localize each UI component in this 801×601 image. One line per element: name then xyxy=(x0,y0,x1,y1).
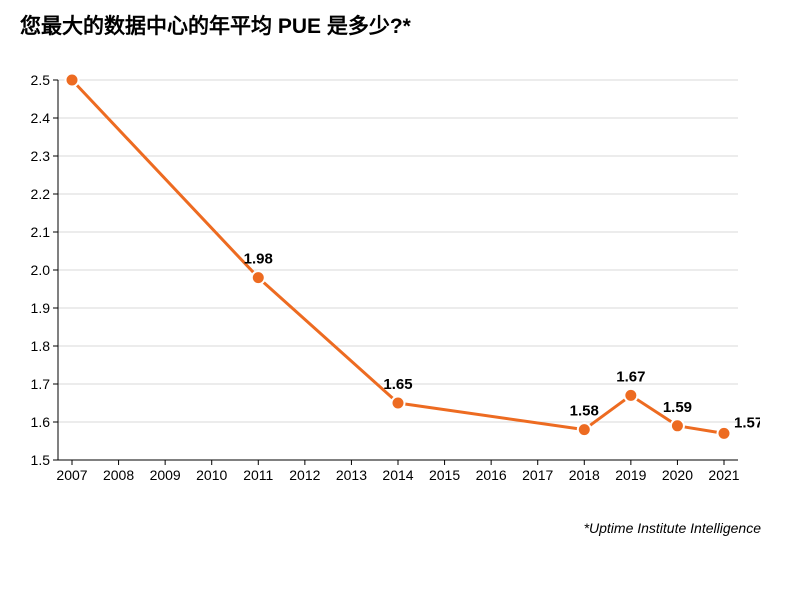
y-tick-label: 1.7 xyxy=(31,376,51,392)
x-tick-label: 2016 xyxy=(476,467,507,483)
y-tick-label: 1.9 xyxy=(31,300,51,316)
data-point-label: 1.57 xyxy=(734,414,760,431)
x-tick-label: 2019 xyxy=(615,467,646,483)
data-point xyxy=(252,271,265,284)
x-tick-label: 2021 xyxy=(708,467,739,483)
y-tick-label: 2.3 xyxy=(31,148,51,164)
y-tick-label: 2.5 xyxy=(31,72,51,88)
x-tick-label: 2008 xyxy=(103,467,134,483)
data-point xyxy=(671,419,684,432)
y-tick-label: 2.2 xyxy=(31,186,51,202)
source-attribution: *Uptime Institute Intelligence xyxy=(584,520,761,536)
x-tick-label: 2015 xyxy=(429,467,460,483)
y-tick-label: 2.4 xyxy=(31,110,51,126)
chart-svg: 1.5 1.6 1.7 1.8 1.9 2.0 2.1 2.2 2.3 2.4 2.5 2007 200… xyxy=(20,70,760,500)
x-tick-label: 2018 xyxy=(569,467,600,483)
y-tick-label: 1.6 xyxy=(31,414,51,430)
data-point-label: 1.58 xyxy=(570,403,599,420)
pue-line-chart: 1.5 1.6 1.7 1.8 1.9 2.0 2.1 2.2 2.3 2.4 2.5 2007 200… xyxy=(20,70,760,500)
y-tick-label: 1.5 xyxy=(31,452,51,468)
data-point-label: 1.59 xyxy=(663,399,692,416)
x-tick-label: 2013 xyxy=(336,467,367,483)
x-tick-label: 2012 xyxy=(289,467,320,483)
y-tick-label: 1.8 xyxy=(31,338,51,354)
x-tick-label: 2020 xyxy=(662,467,693,483)
x-tick-label: 2007 xyxy=(56,467,87,483)
chart-page: 您最大的数据中心的年平均 PUE 是多少?* 1.5 1.6 1.7 1.8 1.9 2.… xyxy=(0,0,801,601)
data-point xyxy=(718,427,731,440)
data-point xyxy=(66,74,79,87)
chart-title: 您最大的数据中心的年平均 PUE 是多少?* xyxy=(20,10,411,40)
x-tick-label: 2017 xyxy=(522,467,553,483)
y-tick-label: 2.0 xyxy=(31,262,51,278)
data-point-label: 1.65 xyxy=(383,376,412,393)
y-tick-label: 2.1 xyxy=(31,224,51,240)
data-point xyxy=(578,423,591,436)
data-point xyxy=(392,397,405,410)
data-point xyxy=(624,389,637,402)
x-tick-label: 2009 xyxy=(150,467,181,483)
x-tick-label: 2010 xyxy=(196,467,227,483)
data-point-label: 1.67 xyxy=(616,368,645,385)
x-tick-label: 2014 xyxy=(382,467,413,483)
data-point-label: 1.98 xyxy=(244,251,273,268)
x-tick-label: 2011 xyxy=(243,467,273,483)
